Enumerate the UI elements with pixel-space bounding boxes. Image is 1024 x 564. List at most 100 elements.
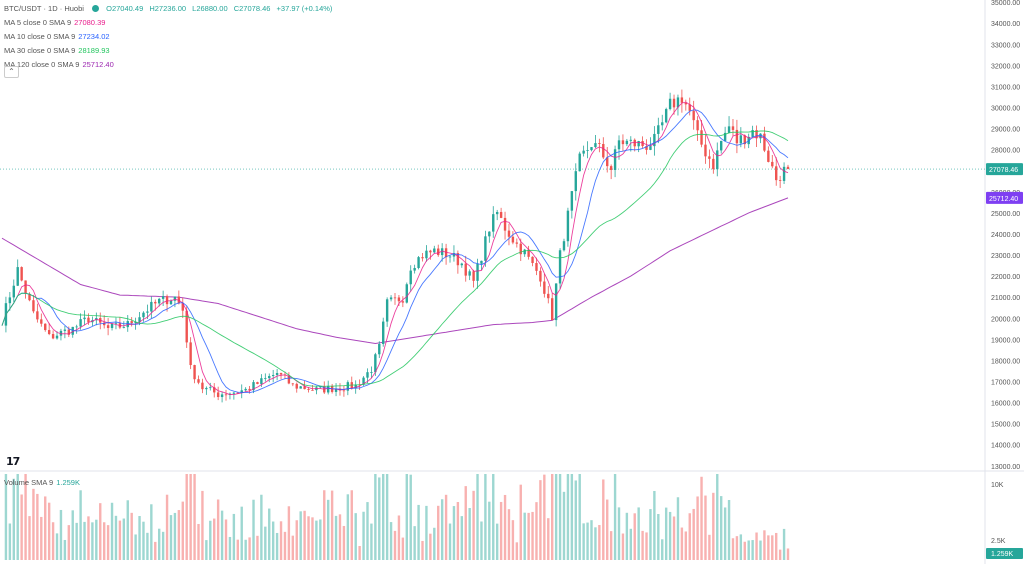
volume-legend[interactable]: Volume SMA 9 1.259K bbox=[4, 478, 80, 487]
candle-body bbox=[723, 132, 727, 141]
candle-body bbox=[295, 383, 298, 389]
volume-bar bbox=[75, 522, 78, 560]
indicator-ma30[interactable]: MA 30 close 0 SMA 9 28189.93 bbox=[4, 44, 332, 58]
candle-body bbox=[782, 166, 786, 181]
candle-body bbox=[47, 330, 51, 335]
candle-body bbox=[161, 296, 165, 299]
indicator-ma5[interactable]: MA 5 close 0 SMA 9 27080.39 bbox=[4, 16, 332, 30]
volume-bar bbox=[653, 490, 656, 560]
candle-body bbox=[543, 281, 546, 294]
volume-bar bbox=[224, 519, 228, 560]
volume-bar bbox=[232, 513, 236, 560]
volume-bar bbox=[16, 474, 19, 560]
candle-body bbox=[87, 317, 90, 323]
candle-body bbox=[307, 389, 310, 390]
candle-body bbox=[688, 104, 691, 111]
candle-body bbox=[539, 270, 542, 282]
candle-body bbox=[547, 293, 550, 299]
candle-body bbox=[370, 372, 373, 373]
volume-bar bbox=[268, 508, 271, 560]
volume-bar bbox=[767, 535, 770, 560]
candle-body bbox=[342, 390, 346, 392]
candle-body bbox=[437, 248, 440, 256]
ma-120-line bbox=[1, 197, 789, 345]
candle-body bbox=[240, 390, 243, 393]
volume-bar bbox=[413, 526, 416, 560]
candle-body bbox=[613, 149, 617, 170]
candle-body bbox=[625, 140, 629, 145]
volume-bar bbox=[126, 500, 129, 560]
volume-bar bbox=[786, 548, 790, 560]
price-axis[interactable]: 13000.00 14000.00 15000.00 16000.00 17000.00… bbox=[991, 0, 1020, 545]
volume-bar bbox=[59, 509, 63, 560]
candle-body bbox=[771, 161, 774, 167]
volume-bar bbox=[161, 531, 165, 560]
volume-bar bbox=[507, 509, 511, 560]
candle-body bbox=[326, 385, 330, 393]
volume-bar bbox=[130, 512, 133, 560]
ma-line bbox=[1, 101, 789, 396]
candle-body bbox=[374, 354, 377, 373]
candle-body bbox=[244, 388, 247, 391]
volume-bar bbox=[633, 513, 636, 560]
market-status-dot-icon bbox=[92, 5, 100, 12]
candle-body bbox=[55, 335, 59, 339]
close-label: C bbox=[233, 4, 240, 13]
candle-body bbox=[271, 375, 275, 377]
volume-bar bbox=[260, 494, 263, 560]
candle-body bbox=[735, 129, 739, 144]
indicator-label: MA 5 close 0 SMA 9 bbox=[4, 18, 72, 27]
volume-bar bbox=[782, 528, 786, 560]
candle-body bbox=[523, 249, 526, 255]
interval[interactable]: 1D bbox=[48, 4, 58, 13]
volume-bar bbox=[342, 525, 346, 560]
candle-body bbox=[425, 250, 428, 259]
candle-body bbox=[32, 300, 35, 312]
collapse-legend-button[interactable]: ⌃ bbox=[4, 66, 19, 78]
volume-bar bbox=[279, 521, 283, 560]
candles bbox=[4, 89, 790, 403]
candle-body bbox=[378, 343, 381, 355]
volume-bar bbox=[51, 522, 55, 560]
volume-bar bbox=[134, 534, 137, 560]
candle-body bbox=[708, 156, 711, 159]
volume-bars bbox=[4, 474, 790, 560]
volume-bar bbox=[731, 538, 735, 560]
candle-body bbox=[417, 257, 420, 269]
candle-body bbox=[731, 126, 735, 130]
volume-bar bbox=[519, 484, 522, 560]
candle-body bbox=[232, 392, 236, 394]
candle-body bbox=[8, 297, 12, 304]
volume-bar bbox=[464, 486, 467, 560]
volume-bar bbox=[511, 520, 515, 560]
price-tick-label: 17000.00 bbox=[991, 379, 1020, 386]
candle-body bbox=[346, 382, 350, 391]
volume-bar bbox=[739, 534, 743, 560]
indicator-ma10[interactable]: MA 10 close 0 SMA 9 27234.02 bbox=[4, 30, 332, 44]
volume-bar bbox=[609, 531, 613, 560]
candle-body bbox=[193, 365, 196, 380]
volume-bar bbox=[334, 515, 338, 560]
indicator-ma120[interactable]: MA 120 close 0 SMA 9 25712.40 bbox=[4, 58, 332, 72]
candle-body bbox=[767, 150, 770, 162]
open-value: 27040.49 bbox=[111, 4, 144, 13]
volume-bar bbox=[201, 490, 204, 560]
volume-bar bbox=[275, 532, 279, 560]
candle-body bbox=[554, 283, 558, 321]
volume-bar bbox=[543, 474, 546, 560]
candle-body bbox=[146, 311, 149, 313]
volume-bar bbox=[32, 488, 35, 560]
candle-body bbox=[503, 217, 507, 231]
price-tick-label: 18000.00 bbox=[991, 358, 1020, 365]
price-tick-label: 23000.00 bbox=[991, 253, 1020, 260]
volume-bar bbox=[723, 507, 727, 560]
volume-bar bbox=[495, 523, 499, 560]
price-tick-label: 29000.00 bbox=[991, 127, 1020, 134]
volume-bar bbox=[122, 518, 126, 560]
volume-bar bbox=[154, 541, 157, 560]
price-tick-label: 28000.00 bbox=[991, 148, 1020, 155]
volume-bar bbox=[531, 511, 534, 560]
indicator-label: MA 10 close 0 SMA 9 bbox=[4, 32, 76, 41]
symbol-name[interactable]: BTC/USDT bbox=[4, 4, 42, 13]
